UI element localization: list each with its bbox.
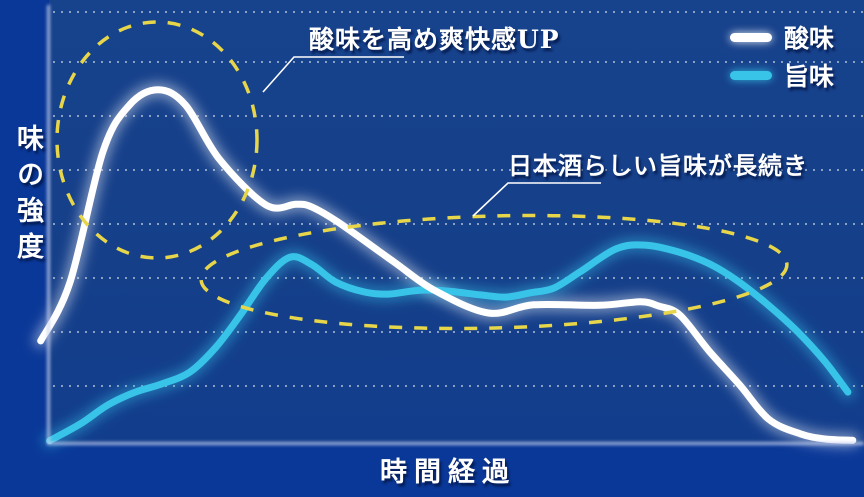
legend-item-sanmi: 酸味 <box>730 22 835 53</box>
umami-line-swatch-icon <box>730 70 772 80</box>
legend-label-sanmi: 酸味 <box>784 24 835 53</box>
umami-curve <box>46 241 852 445</box>
highlight-ellipse-umami-plateau <box>199 213 789 331</box>
legend-item-umami: 旨味 <box>730 60 835 91</box>
y-axis-label: 味の強度 <box>12 124 43 268</box>
annotation-sanmi-text: 酸味を高め爽快感UP <box>309 25 560 54</box>
legend-label-umami: 旨味 <box>784 62 835 91</box>
highlight-ellipse-sanmi-peak <box>55 20 259 260</box>
sanmi-line-swatch-icon <box>730 32 772 42</box>
x-axis-label: 時間経過 <box>380 457 516 488</box>
annotation2-connector-line <box>472 182 601 217</box>
axes <box>47 5 864 445</box>
sanmi-curve <box>37 86 857 444</box>
annotation-umami-text: 日本酒らしい旨味が長続き <box>508 151 808 180</box>
legend: 酸味 旨味 <box>730 22 835 91</box>
annotation1-connector-line <box>262 56 404 93</box>
